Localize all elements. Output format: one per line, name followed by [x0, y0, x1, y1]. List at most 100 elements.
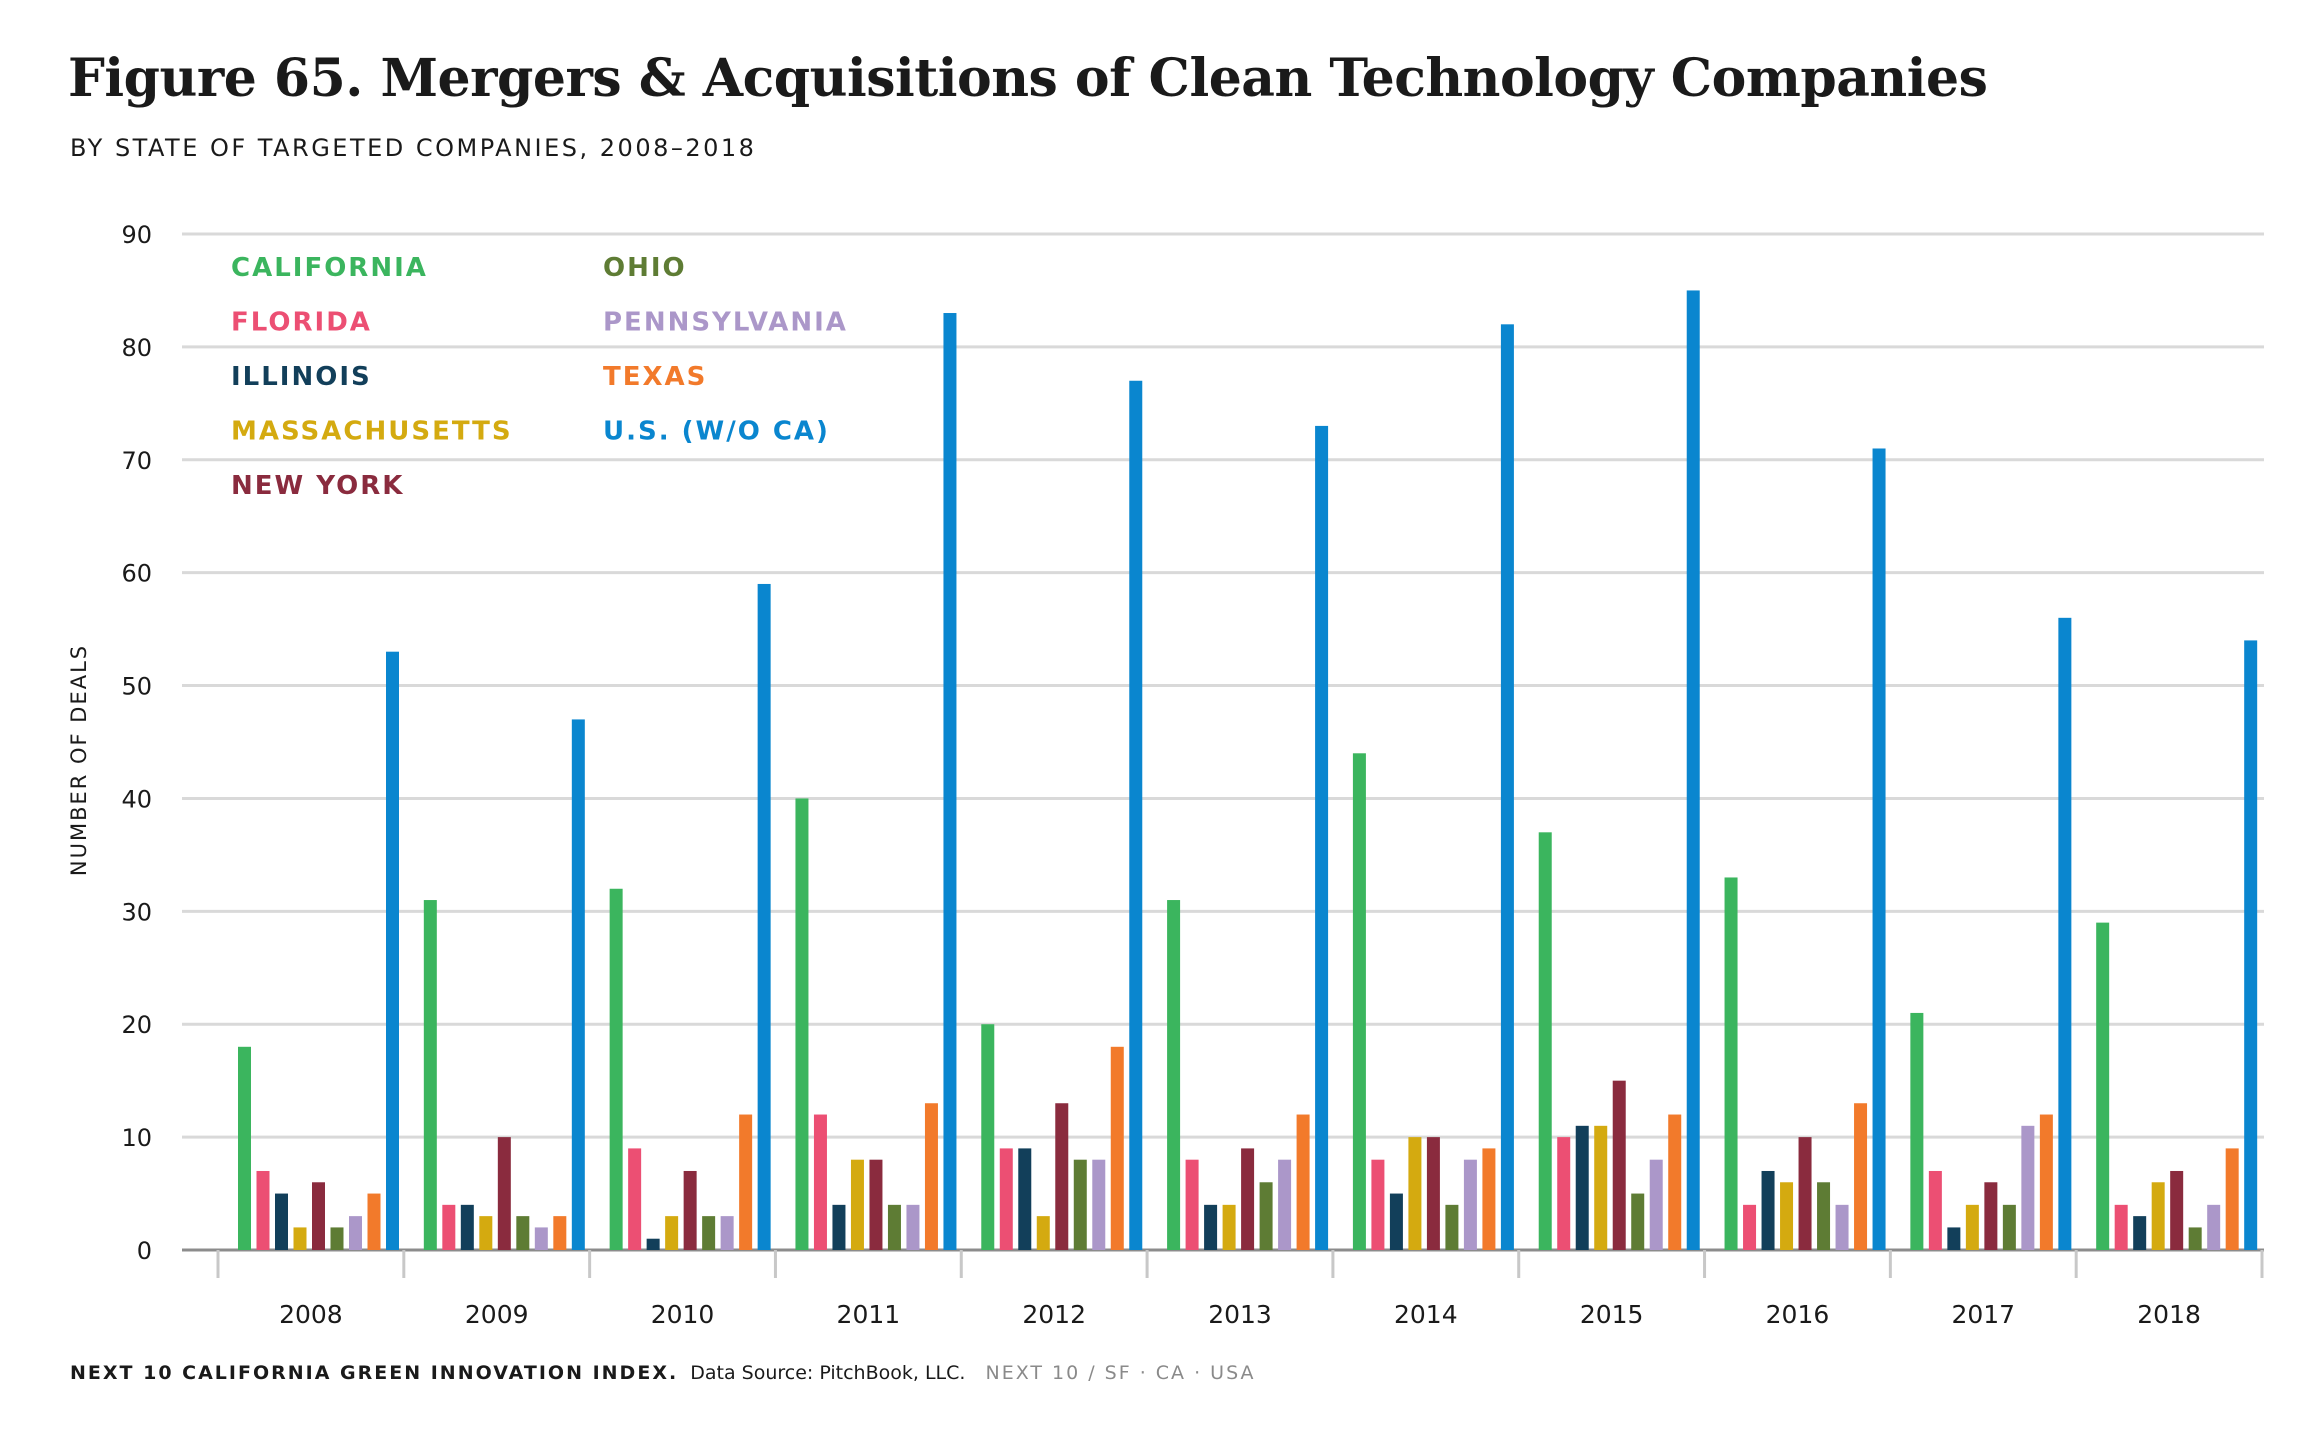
- x-tick-label: 2008: [279, 1300, 343, 1329]
- bar-massachusetts-2009: [479, 1216, 493, 1250]
- bar-ohio-2013: [1259, 1182, 1273, 1250]
- bar-texas-2011: [924, 1103, 938, 1250]
- bar-texas-2009: [553, 1216, 567, 1250]
- bar-illinois-2011: [832, 1204, 846, 1250]
- legend-item: U.S. (W/O CA): [603, 417, 830, 447]
- bar-florida-2018: [2114, 1204, 2128, 1250]
- bar-illinois-2018: [2133, 1216, 2147, 1250]
- footer-org: NEXT 10 / SF · CA · USA: [985, 1362, 1256, 1384]
- bar-texas-2017: [2039, 1114, 2053, 1250]
- bar-california-2014: [1352, 753, 1366, 1250]
- y-tick-label: 70: [121, 447, 152, 475]
- chart-subtitle: BY STATE OF TARGETED COMPANIES, 2008–201…: [70, 134, 757, 162]
- bar-pennsylvania-2010: [720, 1216, 734, 1250]
- bar-california-2009: [423, 900, 437, 1250]
- bar-ohio-2014: [1445, 1204, 1459, 1250]
- bar-ohio-2016: [1817, 1182, 1831, 1250]
- bar-pennsylvania-2015: [1649, 1159, 1663, 1250]
- footer-source: Data Source: PitchBook, LLC.: [690, 1362, 966, 1384]
- legend-item: ILLINOIS: [231, 362, 372, 392]
- bar-ohio-2008: [330, 1227, 344, 1250]
- footer: NEXT 10 CALIFORNIA GREEN INNOVATION INDE…: [70, 1362, 1256, 1384]
- bar-texas-2015: [1668, 1114, 1682, 1250]
- chart-title: Figure 65. Mergers & Acquisitions of Cle…: [68, 48, 1988, 109]
- bars: [238, 290, 2258, 1250]
- bar-ohio-2015: [1631, 1193, 1645, 1250]
- bar-u-s-w-o-ca-2014: [1500, 324, 1514, 1250]
- bar-texas-2014: [1482, 1148, 1496, 1250]
- bar-illinois-2017: [1947, 1227, 1961, 1250]
- bar-california-2018: [2096, 922, 2110, 1250]
- bar-u-s-w-o-ca-2018: [2244, 640, 2258, 1250]
- y-tick-label: 0: [137, 1237, 152, 1265]
- y-axis-label: NUMBER OF DEALS: [67, 644, 91, 876]
- bar-texas-2016: [1854, 1103, 1868, 1250]
- bar-ohio-2017: [2002, 1204, 2016, 1250]
- footer-brand: NEXT 10 CALIFORNIA GREEN INNOVATION INDE…: [70, 1362, 679, 1384]
- bar-texas-2018: [2225, 1148, 2239, 1250]
- bar-pennsylvania-2018: [2207, 1204, 2221, 1250]
- bar-pennsylvania-2017: [2021, 1125, 2035, 1250]
- bar-florida-2014: [1371, 1159, 1385, 1250]
- x-tick-label: 2010: [651, 1300, 715, 1329]
- bar-u-s-w-o-ca-2008: [386, 651, 399, 1250]
- bar-california-2008: [238, 1046, 251, 1250]
- bar-california-2010: [609, 888, 623, 1250]
- bar-new-york-2008: [312, 1182, 325, 1250]
- bar-new-york-2014: [1426, 1137, 1440, 1250]
- x-tick-label: 2017: [1951, 1300, 2015, 1329]
- bar-pennsylvania-2011: [906, 1204, 920, 1250]
- y-tick-label: 50: [121, 673, 152, 701]
- x-tick-label: 2012: [1022, 1300, 1086, 1329]
- bar-california-2017: [1910, 1012, 1924, 1250]
- bar-florida-2016: [1743, 1204, 1757, 1250]
- x-tick-label: 2016: [1766, 1300, 1830, 1329]
- bar-florida-2012: [999, 1148, 1013, 1250]
- bar-california-2016: [1724, 877, 1738, 1250]
- bar-illinois-2014: [1389, 1193, 1403, 1250]
- bar-pennsylvania-2013: [1278, 1159, 1292, 1250]
- bar-u-s-w-o-ca-2010: [757, 583, 771, 1250]
- y-tick-label: 60: [121, 560, 152, 588]
- bar-ohio-2012: [1073, 1159, 1087, 1250]
- bar-massachusetts-2008: [293, 1227, 307, 1250]
- bar-new-york-2017: [1984, 1182, 1998, 1250]
- bar-new-york-2011: [869, 1159, 883, 1250]
- y-tick-label: 90: [121, 221, 152, 249]
- legend-item: CALIFORNIA: [231, 253, 428, 283]
- bar-texas-2012: [1110, 1046, 1124, 1250]
- bar-ohio-2010: [702, 1216, 716, 1250]
- bar-massachusetts-2017: [1965, 1204, 1979, 1250]
- bar-florida-2011: [813, 1114, 827, 1250]
- bar-u-s-w-o-ca-2011: [943, 313, 957, 1250]
- legend-item: TEXAS: [603, 362, 707, 392]
- bar-massachusetts-2013: [1222, 1204, 1236, 1250]
- bar-new-york-2018: [2170, 1170, 2184, 1250]
- x-tick-label: 2018: [2137, 1300, 2201, 1329]
- legend-item: MASSACHUSETTS: [231, 417, 513, 447]
- y-tick-label: 40: [121, 785, 152, 813]
- bar-illinois-2012: [1018, 1148, 1032, 1250]
- bar-pennsylvania-2009: [534, 1227, 548, 1250]
- x-tick-label: 2009: [465, 1300, 529, 1329]
- bar-new-york-2016: [1798, 1137, 1812, 1250]
- bar-new-york-2010: [683, 1170, 697, 1250]
- x-tick-label: 2011: [837, 1300, 901, 1329]
- bar-florida-2015: [1557, 1137, 1571, 1250]
- bar-massachusetts-2012: [1036, 1216, 1050, 1250]
- bar-massachusetts-2018: [2151, 1182, 2165, 1250]
- bar-florida-2013: [1185, 1159, 1199, 1250]
- bar-florida-2017: [1928, 1170, 1942, 1250]
- legend: CALIFORNIA FLORIDA ILLINOIS MASSACHUSETTS NE…: [231, 253, 846, 501]
- bar-florida-2008: [256, 1170, 270, 1250]
- y-tick-label: 30: [121, 898, 152, 926]
- bar-massachusetts-2016: [1780, 1182, 1794, 1250]
- bar-u-s-w-o-ca-2012: [1129, 380, 1143, 1250]
- y-tick-label: 10: [121, 1124, 152, 1152]
- bar-massachusetts-2010: [665, 1216, 679, 1250]
- bar-texas-2013: [1296, 1114, 1310, 1250]
- x-tick-label: 2013: [1208, 1300, 1272, 1329]
- bar-ohio-2011: [887, 1204, 901, 1250]
- bar-ohio-2018: [2188, 1227, 2202, 1250]
